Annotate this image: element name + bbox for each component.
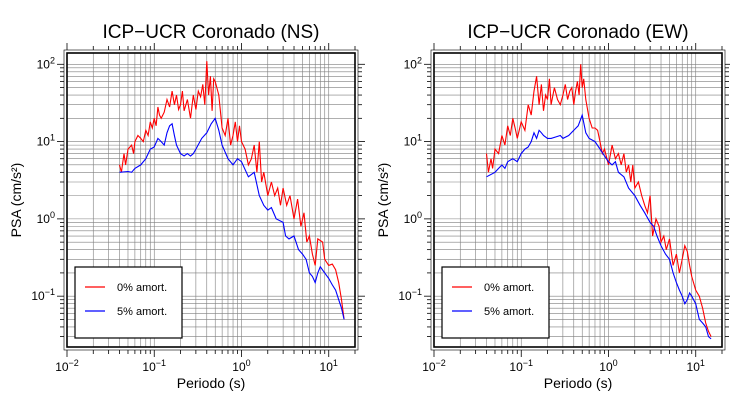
chart-title: ICP−UCR Coronado (NS) — [103, 22, 320, 43]
y-axis-label: PSA (cm/s²) — [8, 163, 24, 238]
x-tick-label: 101 — [687, 358, 705, 374]
plot-frame — [433, 52, 723, 348]
grid — [433, 53, 723, 347]
x-tick-label: 100 — [232, 358, 250, 374]
y-tick-label: 100 — [37, 210, 55, 226]
y-tick-label: 101 — [404, 133, 422, 149]
y-tick-label: 101 — [37, 133, 55, 149]
y-tick-label: 10−1 — [31, 287, 55, 303]
series-line-2 — [486, 113, 712, 340]
legend-box — [441, 266, 550, 339]
x-tick-label: 10−1 — [142, 358, 166, 374]
legend: 0% amort. 5% amort. — [441, 266, 550, 339]
y-tick-label: 102 — [404, 55, 422, 71]
y-axis-label: PSA (cm/s²) — [375, 163, 391, 238]
series-line-2 — [119, 117, 345, 320]
tick-marks — [57, 43, 365, 357]
tick-marks — [424, 43, 730, 357]
series-line-1 — [118, 61, 345, 320]
grid — [66, 53, 356, 347]
plot-frame-outer — [430, 49, 726, 351]
legend-label: 0% amort. — [484, 282, 534, 294]
y-tick-label: 100 — [404, 210, 422, 226]
x-axis-label: Periodo (s) — [544, 375, 612, 391]
legend-label: 5% amort. — [484, 306, 534, 318]
plot-frame — [66, 52, 356, 348]
y-tick-label: 102 — [37, 55, 55, 71]
y-tick-label: 10−1 — [398, 287, 422, 303]
x-tick-label: 10−1 — [509, 358, 533, 374]
legend-label: 0% amort. — [117, 282, 167, 294]
series-line-1 — [485, 64, 712, 337]
x-tick-label: 10−2 — [55, 358, 79, 374]
chart-title: ICP−UCR Coronado (EW) — [467, 22, 688, 43]
chart-panel-2: 10−2 10−1 100 101 10−1 100 101 102 ICP−UCR Coron… — [375, 22, 730, 391]
legend-label: 5% amort. — [117, 306, 167, 318]
x-tick-label: 101 — [320, 358, 338, 374]
x-tick-label: 100 — [599, 358, 617, 374]
legend-box — [74, 266, 183, 339]
x-axis-label: Periodo (s) — [177, 375, 245, 391]
legend: 0% amort. 5% amort. — [74, 266, 183, 339]
chart-panel-1: 10−2 10−1 100 101 10−1 100 101 102 ICP−UCR Coron… — [8, 22, 365, 391]
x-tick-label: 10−2 — [422, 358, 446, 374]
plot-frame-outer — [63, 49, 359, 351]
